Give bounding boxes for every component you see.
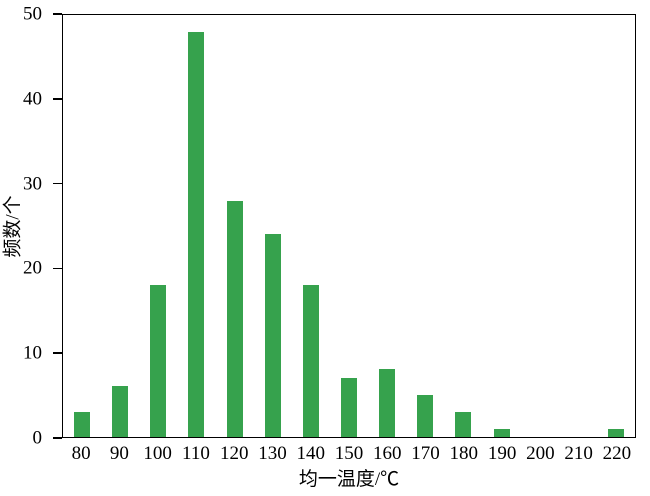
x-tick-label: 200	[526, 443, 555, 464]
y-tick-mark	[53, 437, 62, 439]
x-tick-label: 180	[449, 443, 479, 464]
x-axis-title: 均一温度/℃	[298, 469, 400, 490]
y-tick-label: 10	[23, 342, 42, 364]
bar	[264, 234, 281, 437]
y-tick-mark	[53, 267, 62, 270]
bar	[226, 200, 243, 437]
x-tick-label: 150	[334, 443, 364, 464]
x-axis-labels: 80 90 100 110 120 130 140 150 160 170 180 190 200 210…	[62, 444, 636, 466]
bar	[607, 428, 624, 437]
y-tick-mark	[53, 182, 62, 185]
bar	[379, 369, 396, 437]
bar	[341, 377, 357, 437]
y-tick-label: 0	[32, 427, 43, 449]
x-tick-label: 190	[487, 443, 517, 464]
plot-area	[62, 14, 636, 438]
x-tick-label: 170	[411, 443, 440, 464]
x-tick-label: 140	[296, 443, 325, 464]
bar	[417, 394, 434, 437]
x-tick-label: 220	[602, 443, 632, 464]
y-tick-label: 20	[23, 257, 42, 279]
y-axis-labels: 0 10 20 30 40 50	[0, 5, 48, 448]
x-tick-label: 100	[143, 443, 172, 464]
bar	[150, 285, 167, 437]
x-tick-label: 110	[182, 443, 210, 464]
y-tick-mark	[53, 352, 62, 354]
y-tick-mark	[53, 13, 62, 15]
y-tick-label: 40	[23, 88, 42, 110]
bar	[302, 285, 319, 437]
y-tick-label: 50	[23, 3, 42, 25]
x-tick-label: 210	[564, 443, 593, 464]
bar	[112, 386, 129, 437]
x-tick-label: 80	[71, 443, 91, 464]
y-tick-label: 30	[23, 173, 42, 195]
x-tick-label: 90	[109, 443, 129, 464]
bar	[188, 31, 205, 437]
y-tick-mark	[53, 98, 62, 100]
bar	[493, 428, 510, 437]
x-tick-label: 120	[219, 443, 249, 464]
bar	[455, 411, 472, 437]
x-tick-label: 160	[373, 443, 402, 464]
x-tick-label: 130	[258, 443, 287, 464]
bar	[74, 411, 91, 437]
y-axis-ticks	[53, 13, 62, 439]
